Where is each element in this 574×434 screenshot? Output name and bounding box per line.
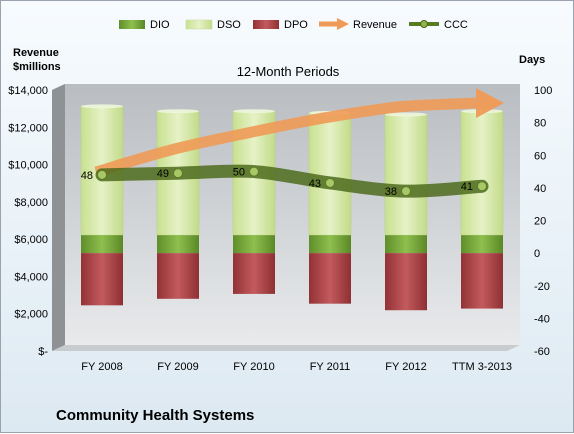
category-label-fy-2010: FY 2010 — [233, 361, 274, 373]
left-tick-label-10-000: $10,000 — [8, 160, 48, 172]
ccc-point-fy-2010 — [249, 166, 259, 177]
ccc-data-label-fy-2009: 49 — [157, 168, 169, 180]
right-axis-title: Days — [519, 54, 545, 66]
right-tick-label-60: -60 — [534, 346, 550, 358]
bar-dso-top-fy-2012 — [385, 112, 427, 117]
plot-side-face — [52, 84, 65, 351]
revenue-series — [94, 88, 504, 178]
ccc-point-fy-2011 — [325, 177, 335, 188]
bar-dpo-fy-2011 — [309, 253, 351, 304]
ccc-point-fy-2009 — [173, 168, 183, 179]
bar-dio-fy-2009 — [157, 235, 199, 254]
bar-dso-fy-2011 — [308, 112, 352, 236]
right-tick-label-100: 100 — [534, 85, 552, 97]
legend-label-ccc: CCC — [444, 19, 468, 31]
bar-dpo-fy-2009 — [157, 253, 199, 299]
bar-dio-fy-2010 — [233, 235, 275, 254]
left-axis-title-line2: $millions — [13, 61, 61, 73]
category-label-fy-2009: FY 2009 — [157, 361, 198, 373]
category-label-ttm-3-2013: TTM 3-2013 — [452, 361, 512, 373]
right-tick-label-20: -20 — [534, 281, 550, 293]
bar-dso-ttm-3-2013 — [460, 110, 504, 236]
legend-label-revenue: Revenue — [353, 19, 397, 31]
bar-dpo-fy-2010 — [233, 253, 275, 294]
ccc-point-ttm-3-2013 — [477, 181, 487, 192]
ccc-data-label-ttm-3-2013: 41 — [461, 181, 473, 193]
bar-dso-top-fy-2009 — [157, 109, 199, 114]
left-tick-label-14-000: $14,000 — [8, 85, 48, 97]
ccc-data-label-fy-2010: 50 — [233, 167, 245, 179]
legend-swatch-dpo — [253, 20, 279, 29]
left-axis-title-line1: Revenue — [13, 47, 59, 59]
left-tick-label-: $- — [38, 346, 48, 358]
legend: DIO DSO DPO Revenue CCC — [119, 18, 468, 31]
bar-dio-ttm-3-2013 — [461, 235, 503, 254]
bar-dpo-fy-2008 — [81, 253, 123, 306]
bar-dpo-ttm-3-2013 — [461, 253, 503, 309]
ccc-line — [95, 164, 489, 198]
right-tick-label-60: 60 — [534, 150, 546, 162]
legend-swatch-dio — [119, 20, 145, 29]
category-labels: FY 2008 FY 2009 FY 2010 FY 2011 FY 2012 TTM 3… — [81, 361, 512, 373]
category-label-fy-2011: FY 2011 — [310, 361, 351, 373]
legend-label-dio: DIO — [150, 19, 170, 31]
ccc-data-label-fy-2011: 43 — [309, 178, 321, 190]
left-tick-label-2-000: $2,000 — [14, 309, 48, 321]
revenue-arrowhead — [476, 88, 504, 119]
bar-dso-top-fy-2008 — [81, 104, 123, 109]
right-tick-label-40: -40 — [534, 313, 550, 325]
ccc-data-label-fy-2012: 38 — [385, 186, 397, 198]
company-name: Community Health Systems — [56, 407, 254, 424]
revenue-line — [94, 97, 477, 178]
left-tick-label-8-000: $8,000 — [14, 197, 48, 209]
chart-title: 12-Month Periods — [237, 64, 340, 79]
right-tick-label-0: 0 — [534, 248, 540, 260]
left-axis-ticks: $- $2,000 $4,000 $6,000 $8,000 $10,000 $12,000… — [8, 85, 48, 358]
bar-dio-fy-2008 — [81, 235, 123, 254]
left-tick-label-12-000: $12,000 — [8, 122, 48, 134]
bar-dio-fy-2011 — [309, 235, 351, 254]
plot-floor — [52, 345, 520, 351]
bar-dio-fy-2012 — [385, 235, 427, 254]
right-tick-label-40: 40 — [534, 183, 546, 195]
category-label-fy-2008: FY 2008 — [81, 361, 122, 373]
legend-marker-ccc — [420, 20, 428, 28]
category-label-fy-2012: FY 2012 — [385, 361, 426, 373]
ccc-data-label-fy-2008: 48 — [81, 170, 93, 182]
right-axis-ticks: -60 -40 -20 0 20 40 60 80 100 — [534, 85, 552, 358]
legend-swatch-dso — [185, 19, 213, 30]
legend-label-dso: DSO — [217, 19, 241, 31]
ccc-point-fy-2012 — [401, 186, 411, 197]
right-tick-label-80: 80 — [534, 118, 546, 130]
bar-dso-fy-2012 — [384, 114, 428, 236]
left-tick-label-6-000: $6,000 — [14, 234, 48, 246]
bar-dpo-fy-2012 — [385, 253, 427, 311]
left-tick-label-4-000: $4,000 — [14, 271, 48, 283]
ccc-series: 48 49 50 43 38 41 — [81, 164, 489, 198]
legend-label-dpo: DPO — [284, 19, 308, 31]
ccc-point-fy-2008 — [97, 169, 107, 180]
legend-arrow-revenue — [337, 18, 349, 30]
right-tick-label-20: 20 — [534, 216, 546, 228]
bar-dso-top-fy-2010 — [233, 109, 275, 114]
